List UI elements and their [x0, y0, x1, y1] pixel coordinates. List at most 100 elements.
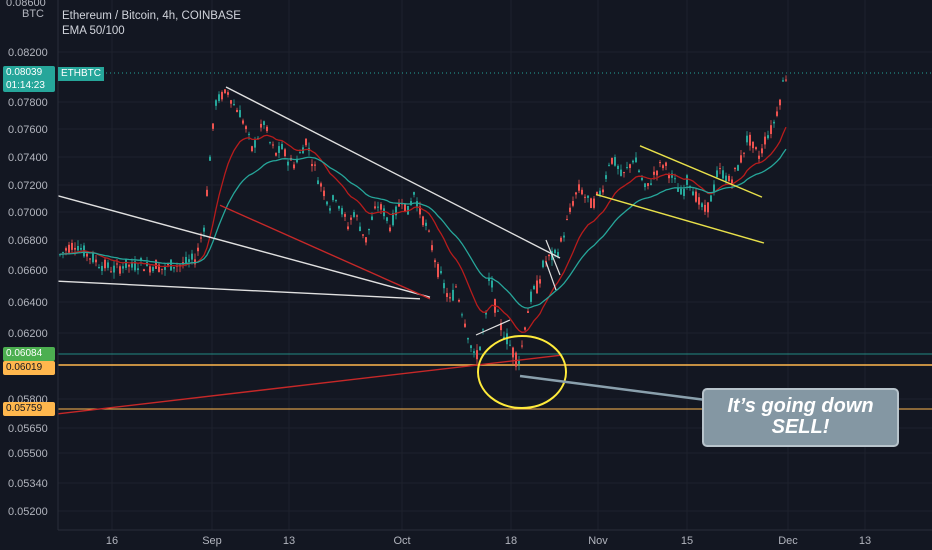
- orange-level-tag: 0.06019: [3, 361, 55, 375]
- candle-body: [368, 228, 370, 231]
- x-tick-label: Oct: [393, 535, 410, 547]
- candle-body: [332, 195, 334, 201]
- candle-body: [371, 216, 373, 220]
- candle-body: [398, 203, 400, 207]
- candle-body: [359, 226, 361, 231]
- candle-body: [377, 206, 379, 208]
- candle-body: [671, 173, 673, 178]
- candle-body: [362, 234, 364, 236]
- candle-body: [692, 191, 694, 196]
- candle-body: [593, 198, 595, 208]
- candle-body: [428, 230, 430, 232]
- candle-body: [773, 121, 775, 124]
- highlight-circle: [477, 335, 567, 409]
- candle-body: [722, 170, 724, 179]
- candle-body: [752, 141, 754, 149]
- candle-body: [527, 311, 529, 313]
- candle-body: [413, 192, 415, 195]
- candle-body: [530, 291, 532, 302]
- candle-body: [497, 310, 499, 312]
- currency-label: BTC: [22, 8, 44, 20]
- candle-body: [638, 170, 640, 173]
- chart-title[interactable]: Ethereum / Bitcoin, 4h, COINBASE: [62, 10, 241, 22]
- candle-body: [443, 283, 445, 289]
- candle-body: [707, 202, 709, 213]
- candle-body: [215, 100, 217, 106]
- candle-body: [518, 359, 520, 364]
- candle-body: [374, 206, 376, 209]
- candle-body: [296, 158, 298, 163]
- candle-body: [245, 126, 247, 130]
- candle-body: [623, 172, 625, 174]
- y-tick-label: 0.05340: [8, 478, 48, 490]
- candle-body: [383, 208, 385, 217]
- candle-body: [446, 293, 448, 297]
- trendline-white: [57, 195, 431, 298]
- ema-50-line: [59, 126, 787, 333]
- flag-mark: [545, 239, 561, 276]
- candle-body: [479, 346, 481, 351]
- flag-mark: [545, 261, 557, 291]
- y-tick-label: 0.06200: [8, 328, 48, 340]
- candle-body: [680, 188, 682, 195]
- candle-body: [110, 271, 112, 273]
- candle-body: [149, 266, 151, 273]
- candle-body: [665, 162, 667, 166]
- candle-body: [434, 260, 436, 263]
- candle-body: [548, 254, 550, 257]
- candle-body: [227, 92, 229, 95]
- candle-body: [269, 142, 271, 144]
- sell-annotation[interactable]: It’s going down SELL!: [702, 388, 899, 447]
- current-price-value: 0.08039: [6, 67, 43, 78]
- candle-body: [158, 264, 160, 272]
- candle-body: [125, 258, 127, 268]
- candle-body: [62, 252, 64, 254]
- candle-body: [761, 148, 763, 154]
- candle-body: [740, 155, 742, 163]
- candle-body: [563, 235, 565, 238]
- flag-mark: [475, 319, 511, 336]
- candle-body: [620, 169, 622, 176]
- lower-level-tag: 0.05759: [3, 402, 55, 416]
- candle-body: [491, 280, 493, 288]
- candle-body: [317, 180, 319, 185]
- candle-body: [350, 217, 352, 220]
- x-tick-label: Dec: [778, 535, 798, 547]
- candle-body: [626, 167, 628, 169]
- chart-header: Ethereum / Bitcoin, 4h, COINBASE EMA 50/…: [62, 9, 241, 39]
- candle-body: [68, 244, 70, 253]
- candle-body: [80, 247, 82, 250]
- candle-body: [191, 253, 193, 260]
- candle-body: [239, 110, 241, 118]
- candle-body: [119, 266, 121, 274]
- candle-body: [599, 190, 601, 195]
- x-axis-panel: [0, 530, 932, 550]
- candle-body: [65, 248, 67, 251]
- candle-body: [515, 352, 517, 367]
- candle-body: [89, 258, 91, 260]
- candle-body: [539, 279, 541, 284]
- candle-body: [449, 297, 451, 299]
- trendline-white: [225, 86, 561, 259]
- candle-body: [560, 237, 562, 242]
- candle-body: [605, 175, 607, 179]
- candle-body: [212, 123, 214, 129]
- candle-body: [188, 259, 190, 262]
- candle-body: [566, 219, 568, 221]
- candle-body: [557, 252, 559, 257]
- candles: [59, 75, 787, 371]
- indicator-label[interactable]: EMA 50/100: [62, 25, 125, 37]
- candle-body: [785, 79, 787, 81]
- candle-body: [320, 183, 322, 187]
- candle-body: [764, 136, 766, 145]
- candle-body: [728, 175, 730, 182]
- candle-body: [221, 92, 223, 100]
- candle-body: [737, 165, 739, 171]
- candle-body: [95, 259, 97, 263]
- candle-body: [635, 157, 637, 163]
- candle-body: [632, 160, 634, 163]
- y-tick-label: 0.06600: [8, 265, 48, 277]
- y-tick-label: 0.05200: [8, 506, 48, 518]
- candle-body: [236, 109, 238, 113]
